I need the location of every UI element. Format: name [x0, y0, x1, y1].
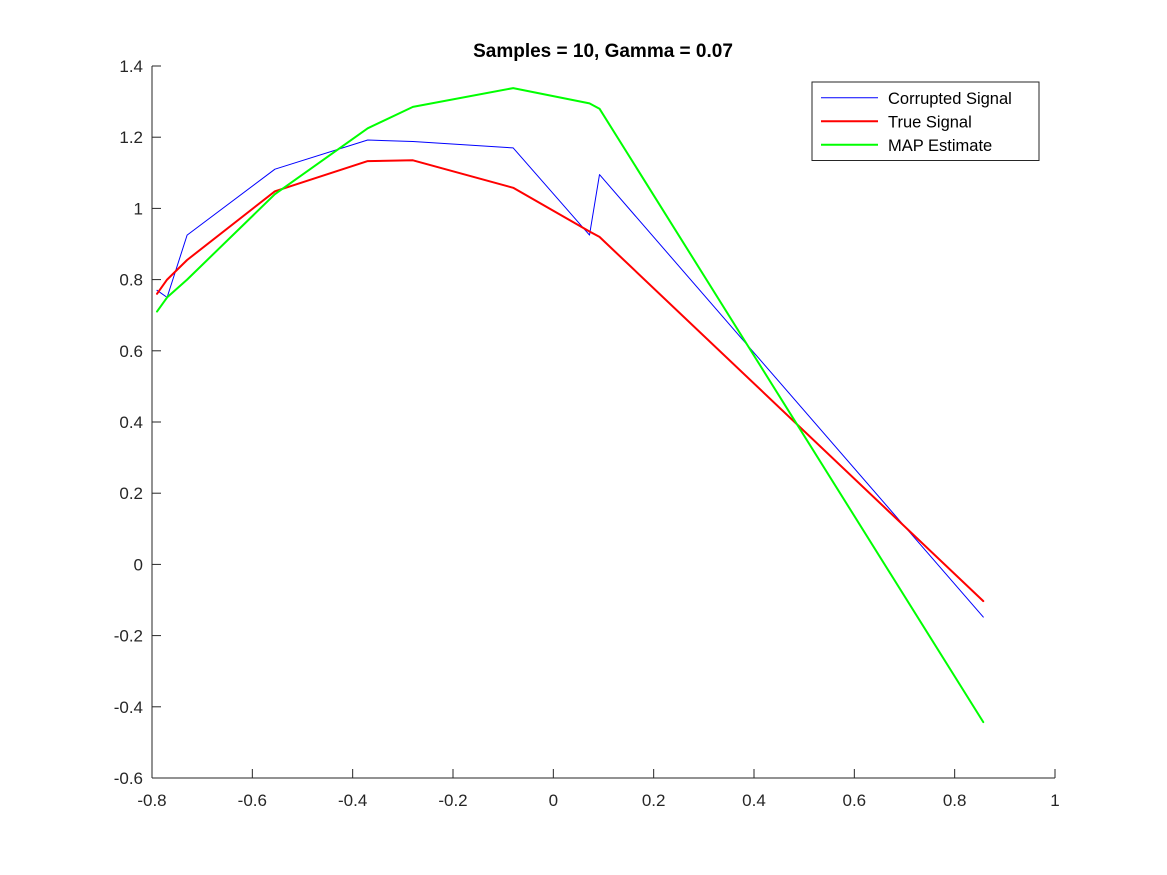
- y-tick-label: 1: [134, 199, 143, 218]
- x-tick-label: 0.2: [642, 791, 666, 810]
- legend: Corrupted Signal True Signal MAP Estimate: [811, 81, 1040, 161]
- x-tick-label: -0.8: [137, 791, 166, 810]
- x-tick-label: 0.8: [943, 791, 967, 810]
- legend-label-corrupted-signal: Corrupted Signal: [888, 90, 1012, 108]
- series-layer: [156, 87, 985, 724]
- chart-title: Samples = 10, Gamma = 0.07: [473, 41, 733, 62]
- axes: -0.8 -0.6 -0.4 -0.2 0 0.2 0.4 0.6 0.8 1 -0.6 -0.4 -0…: [114, 57, 1060, 810]
- x-tick-label: 0: [549, 791, 558, 810]
- y-tick-label: 0.2: [119, 484, 143, 503]
- y-tick-label: 1.4: [119, 57, 143, 76]
- y-tick-label: 0.6: [119, 342, 143, 361]
- y-tick-label: 0.4: [119, 413, 143, 432]
- x-tick-label: 1: [1050, 791, 1059, 810]
- x-tick-label: 0.4: [742, 791, 766, 810]
- y-tick-label: -0.6: [114, 769, 143, 788]
- y-tick-label: 0.8: [119, 271, 143, 290]
- series-line-corrupted-signal: [156, 139, 984, 618]
- y-tick-label: 1.2: [119, 128, 143, 147]
- legend-label-map-estimate: MAP Estimate: [888, 137, 992, 155]
- series-line-true-signal: [156, 159, 985, 603]
- x-tick-label: -0.6: [238, 791, 267, 810]
- legend-label-true-signal: True Signal: [888, 113, 972, 131]
- x-tick-label: 0.6: [843, 791, 867, 810]
- x-tick-label: -0.2: [438, 791, 467, 810]
- y-tick-label: -0.2: [114, 627, 143, 646]
- y-tick-label: -0.4: [114, 698, 143, 717]
- series-line-map-estimate: [156, 87, 985, 724]
- y-tick-label: 0: [134, 555, 143, 574]
- x-tick-label: -0.4: [338, 791, 367, 810]
